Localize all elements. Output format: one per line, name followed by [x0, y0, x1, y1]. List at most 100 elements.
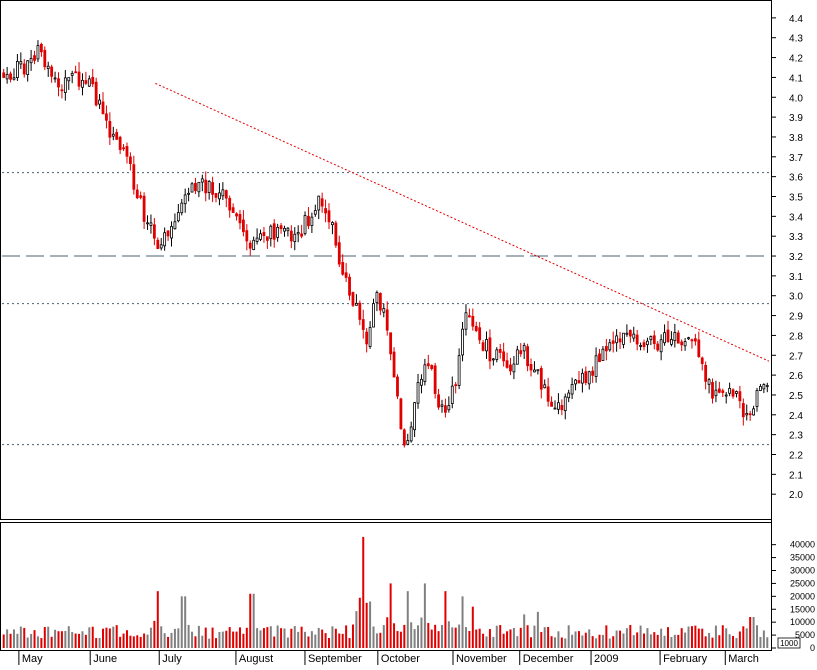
volume-bar — [584, 632, 587, 648]
volume-bar — [276, 625, 279, 648]
volume-bar — [704, 636, 707, 648]
candle-down — [2, 72, 6, 78]
volume-bar — [451, 627, 454, 648]
volume-bar — [314, 634, 317, 648]
volume-bar — [512, 627, 515, 648]
candle-down — [358, 302, 362, 320]
volume-bar — [310, 631, 313, 648]
volume-bar — [91, 626, 94, 648]
volume-bar — [399, 631, 402, 648]
month-label: July — [162, 653, 182, 665]
volume-bar — [19, 626, 22, 648]
reference-levels — [2, 172, 769, 446]
volume-bar — [33, 630, 36, 648]
volume-bar — [393, 623, 396, 648]
volume-bar — [228, 627, 231, 648]
candle-up — [759, 386, 762, 391]
volume-bar — [328, 637, 331, 648]
candle-up — [87, 78, 91, 87]
volume-bar — [304, 631, 307, 648]
volume-bar — [653, 632, 656, 648]
volume-bar — [184, 596, 187, 648]
candle-down — [539, 367, 543, 390]
candle-down — [115, 132, 119, 140]
candle-up — [557, 402, 560, 410]
volume-bar — [403, 624, 406, 648]
volume-bar — [708, 632, 711, 648]
candle-down — [33, 55, 36, 61]
volume-bar — [591, 636, 594, 648]
candle-down — [238, 214, 242, 224]
volume-bar — [523, 614, 526, 648]
candle-down — [717, 388, 721, 393]
candle-down — [9, 73, 12, 80]
candle-up — [16, 60, 19, 79]
volume-bar — [499, 625, 502, 648]
candle-up — [440, 404, 444, 407]
volume-bar — [677, 634, 680, 648]
volume-bar — [163, 633, 166, 648]
volume-bar — [204, 627, 207, 648]
volume-bar — [78, 633, 81, 648]
candle-up — [159, 244, 163, 249]
volume-bar — [506, 631, 509, 648]
candle-up — [197, 181, 201, 193]
volume-bar — [488, 629, 491, 648]
volume-bar — [40, 638, 43, 648]
candle-up — [200, 178, 204, 183]
volume-bar — [225, 630, 228, 648]
candle-down — [344, 272, 348, 278]
candle-down — [618, 338, 622, 343]
candle-up — [36, 45, 40, 60]
candle-down — [396, 376, 399, 397]
volume-bar — [701, 628, 704, 648]
candle-up — [752, 408, 755, 416]
volume-bar — [619, 630, 622, 648]
volume-bar — [687, 626, 690, 648]
volume-bar — [612, 636, 615, 648]
candle-down — [711, 382, 714, 399]
volume-bar — [540, 632, 543, 648]
volume-bar — [410, 622, 413, 648]
volume-bar — [601, 634, 604, 648]
month-label: 2009 — [594, 653, 618, 665]
candle-down — [652, 335, 656, 345]
volume-bar — [567, 625, 570, 648]
candle-down — [498, 348, 502, 353]
candle-down — [628, 330, 632, 337]
candle-up — [625, 332, 629, 335]
candle-up — [317, 195, 321, 211]
volume-bar — [749, 617, 752, 648]
volume-bar — [351, 624, 354, 648]
volume-bar — [355, 611, 358, 648]
volume-bar — [447, 621, 450, 648]
volume-bar — [362, 536, 365, 648]
candle-down — [77, 71, 81, 87]
volume-bar — [543, 627, 546, 648]
volume-bar — [43, 626, 46, 648]
candle-down — [560, 405, 564, 411]
candle-up — [149, 222, 153, 226]
candle-down — [94, 81, 98, 106]
candle-down — [481, 342, 485, 351]
volume-bar — [553, 637, 556, 648]
volume-bar — [149, 627, 152, 648]
volume-bar — [670, 637, 673, 648]
volume-bar — [115, 625, 118, 648]
volume-bar — [379, 632, 382, 648]
volume-bar — [423, 583, 426, 648]
candle-up — [735, 391, 738, 394]
candle-down — [519, 350, 523, 355]
candle-down — [300, 233, 304, 237]
volume-bar — [420, 617, 423, 648]
candle-up — [375, 292, 379, 304]
volume-bar — [317, 627, 320, 648]
volume-bar — [245, 627, 248, 648]
candle-up — [276, 226, 280, 238]
price-panel — [0, 0, 772, 520]
volume-bar — [232, 631, 235, 648]
volume-bar — [256, 628, 259, 648]
volume-bar — [12, 629, 15, 648]
volume-bar — [639, 625, 642, 648]
